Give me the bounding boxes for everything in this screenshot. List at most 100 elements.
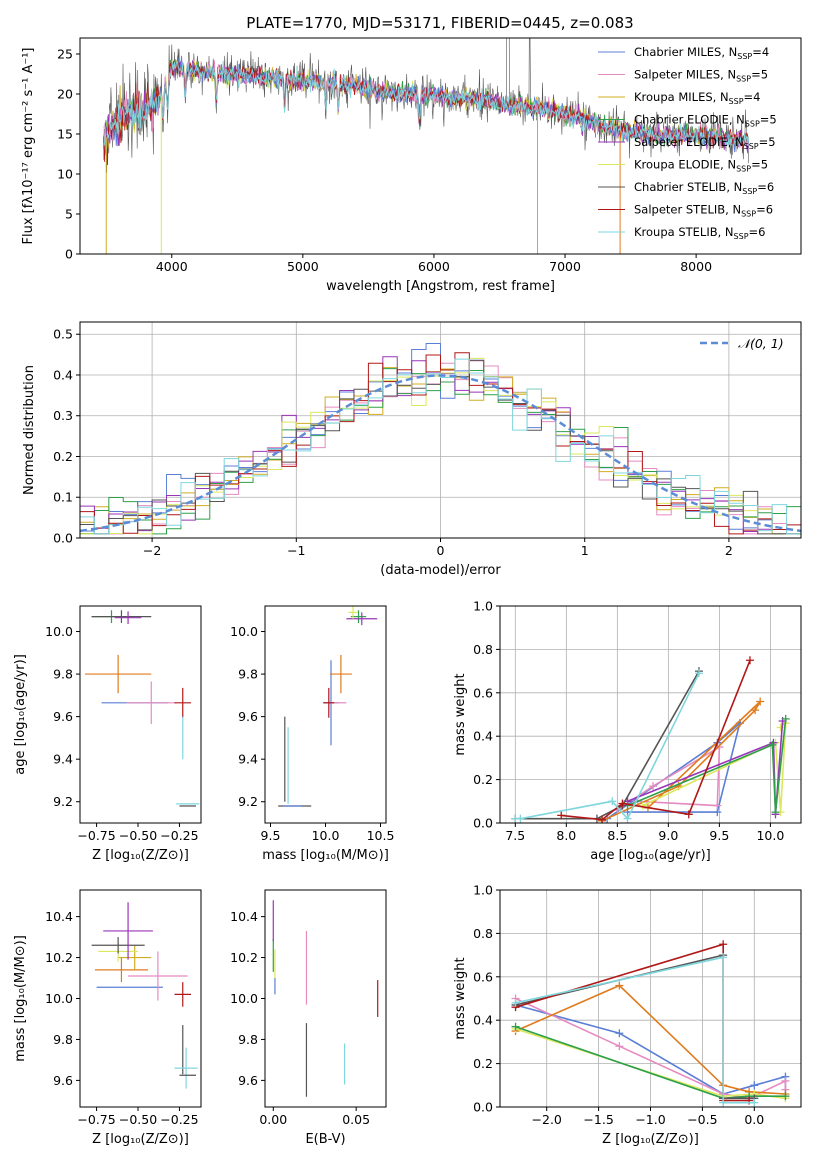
weight-marker <box>694 669 703 678</box>
x-tick-label: 9.0 <box>658 828 678 843</box>
y-axis-label: age [log₁₀(age/yr)] <box>13 654 28 775</box>
plot-area-mass_vs_z <box>91 902 198 1089</box>
y-tick-label: 0.1 <box>53 490 73 505</box>
legend-entry: Salpeter STELIB, NSSP=6 <box>634 203 773 219</box>
weight-marker <box>719 953 728 962</box>
y-tick-label: 10.2 <box>230 950 258 965</box>
legend-entry: 𝒩(0, 1) <box>738 336 784 351</box>
errorbar-orange <box>84 654 152 694</box>
x-axis-label: Z [log₁₀(Z/Z⊙)] <box>92 1132 189 1147</box>
y-tick-label: 0.4 <box>53 367 73 382</box>
y-tick-label: 9.2 <box>53 794 73 809</box>
weight-marker <box>768 740 777 749</box>
x-tick-label: 7.5 <box>505 828 525 843</box>
y-tick-label: 9.8 <box>238 667 258 682</box>
x-tick-label: 10.0 <box>312 828 340 843</box>
y-tick-label: 0.8 <box>473 926 493 941</box>
errorbar-salpeter_elodie <box>346 612 378 626</box>
y-tick-label: 0.4 <box>473 729 493 744</box>
weight-marker <box>771 808 780 817</box>
plot-area-spectrum <box>103 38 749 254</box>
x-tick-label: −1.5 <box>583 1112 613 1127</box>
legend-entry: Chabrier ELODIE, NSSP=5 <box>634 113 777 129</box>
y-tick-label: 0.4 <box>473 1013 493 1028</box>
plot-area-residuals <box>80 342 801 538</box>
x-tick-label: 10.5 <box>367 828 395 843</box>
legend-entry: Salpeter ELODIE, NSSP=5 <box>634 135 776 151</box>
legend-entry: Chabrier STELIB, NSSP=6 <box>634 180 774 196</box>
plot-age_vs_mass: 9.5 10.0 10.5 9.2 9.4 9.6 9.8 10.0 mass [log₁₀(M… <box>230 605 395 863</box>
weight-marker <box>684 810 693 819</box>
x-tick-label: −2 <box>143 543 161 558</box>
x-tick-label: 0 <box>437 543 445 558</box>
y-tick-label: 10.0 <box>230 991 258 1006</box>
errorbar-kroupa_miles <box>118 945 152 970</box>
x-tick-label: 2 <box>725 543 733 558</box>
x-tick-label: −0.75 <box>77 828 115 843</box>
weight-marker <box>511 1022 520 1031</box>
plot-weight_vs_z: −2.0 −1.5 −1.0 −0.5 0.0 0.0 0.2 0.4 0.6 0.8 1.0 Z [… <box>453 883 802 1147</box>
plot-area-mass_vs_ebv <box>272 900 379 1097</box>
x-tick-label: 6000 <box>418 259 450 274</box>
weight-marker <box>598 815 607 823</box>
y-axis-label: Normed distribution <box>22 365 37 495</box>
spectrum-line-kroupa_stelib <box>103 60 749 156</box>
x-axis-label: age [log₁₀(age/yr)] <box>590 848 711 863</box>
y-tick-label: 0.5 <box>53 327 73 342</box>
x-tick-label: −0.25 <box>160 1112 198 1127</box>
x-tick-label: −0.25 <box>160 828 198 843</box>
plot-spectrum: 4000 5000 6000 7000 8000 0 5 10 15 20 25 wavelength… <box>21 37 802 294</box>
plot-residuals: −2 −1 0 1 2 0.0 0.1 0.2 0.3 0.4 0.5 (data-model)/er… <box>22 321 802 578</box>
weight-marker <box>750 1081 759 1090</box>
y-tick-label: 1.0 <box>473 883 493 898</box>
x-tick-label: −0.5 <box>687 1112 717 1127</box>
weight-marker <box>649 782 658 791</box>
plot-area-weight_vs_age <box>511 656 790 823</box>
errorbar-salpeter_stelib <box>174 687 192 718</box>
errorbar-orange <box>94 957 148 983</box>
x-tick-label: −2.0 <box>532 1112 562 1127</box>
y-tick-label: 9.4 <box>238 752 258 767</box>
weight-marker <box>756 697 765 706</box>
weight-line-salpeter_elodie <box>627 720 784 815</box>
y-tick-label: 1.0 <box>473 599 493 614</box>
x-tick-label: 8000 <box>680 259 712 274</box>
y-tick-label: 0.3 <box>53 408 73 423</box>
weight-marker <box>618 799 627 808</box>
weight-line-chabrier_elodie <box>627 718 787 813</box>
legend-entry: Salpeter MILES, NSSP=5 <box>634 68 768 84</box>
errorbar-chabrier_stelib <box>91 610 152 624</box>
plot-mass_vs_z: −0.75 −0.50 −0.25 9.6 9.8 10.0 10.2 10.4 Z [log₁… <box>13 889 202 1147</box>
x-tick-label: −1 <box>287 543 305 558</box>
errorbar-chabrier_stelib <box>91 937 145 954</box>
weight-marker <box>750 1098 759 1107</box>
y-tick-label: 0.6 <box>473 685 493 700</box>
x-tick-label: 7000 <box>549 259 581 274</box>
x-tick-label: −0.50 <box>119 1112 157 1127</box>
y-tick-label: 0.0 <box>53 531 73 546</box>
weight-marker <box>751 706 760 715</box>
x-tick-label: 0.00 <box>259 1112 287 1127</box>
weight-marker <box>557 811 566 820</box>
legend-entry: Kroupa ELODIE, NSSP=5 <box>634 158 768 174</box>
y-tick-label: 5 <box>65 207 73 222</box>
y-axis-label: mass [log₁₀(M/M⊙)] <box>13 935 28 1062</box>
plot-weight_vs_age: 7.5 8.0 8.5 9.0 9.5 10.0 0.0 0.2 0.4 0.6 0.8 1.0 age… <box>453 599 802 863</box>
x-tick-label: 9.5 <box>261 828 281 843</box>
weight-marker <box>615 1042 624 1051</box>
x-tick-label: −0.75 <box>77 1112 115 1127</box>
errorbar-salpeter_elodie <box>114 611 142 625</box>
weight-line-kroupa_stelib <box>515 956 755 1104</box>
x-tick-label: 8.5 <box>607 828 627 843</box>
plot-area-age_vs_mass <box>278 606 378 807</box>
x-tick-label: 9.5 <box>709 828 729 843</box>
weight-marker <box>511 998 520 1007</box>
legend-entry: Kroupa MILES, NSSP=4 <box>634 90 760 106</box>
x-tick-label: 0.05 <box>342 1112 370 1127</box>
legend-entry: Kroupa STELIB, NSSP=6 <box>634 225 765 241</box>
y-tick-label: 10.2 <box>45 950 73 965</box>
y-tick-label: 9.6 <box>238 1073 258 1088</box>
weight-line-chabrier_stelib <box>515 670 700 820</box>
x-tick-label: 5000 <box>287 259 319 274</box>
